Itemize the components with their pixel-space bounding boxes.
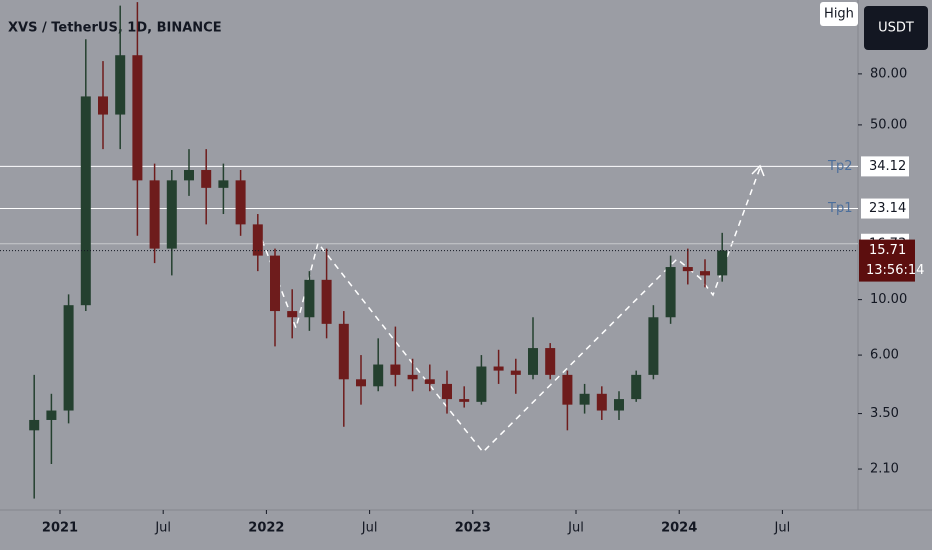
candle-body	[700, 271, 710, 276]
x-tick-label: 2022	[248, 521, 284, 536]
candle-body	[648, 317, 659, 375]
x-tick-label: Jul	[154, 521, 171, 536]
chart-title: XVS / TetherUS, 1D, BINANCE	[8, 21, 222, 36]
level-label: 23.14	[869, 201, 906, 216]
level-name: Tp2	[827, 159, 852, 174]
y-tick-label: 50.00	[870, 117, 907, 132]
x-tick-label: 2021	[42, 521, 78, 536]
candle-body	[115, 55, 126, 115]
level-name: Tp1	[827, 201, 852, 216]
y-tick-label: 80.00	[870, 66, 907, 81]
x-tick-label: Jul	[774, 521, 791, 536]
candle-body	[46, 410, 57, 420]
candle-body	[218, 180, 229, 188]
candle-body	[373, 364, 384, 387]
candle-body	[407, 374, 418, 380]
mode-button[interactable]: High	[824, 7, 854, 22]
candle-body	[596, 393, 607, 411]
candle-body	[287, 311, 298, 318]
candle-body	[493, 366, 504, 371]
x-tick-label: Jul	[567, 521, 584, 536]
candle-body	[665, 267, 676, 318]
x-tick-label: Jul	[361, 521, 378, 536]
last-price-bg	[859, 239, 915, 282]
candle-body	[717, 250, 728, 276]
candle-body	[321, 279, 332, 324]
candle-body	[184, 170, 194, 181]
candle-body	[252, 224, 263, 256]
candle-body	[201, 170, 212, 188]
x-tick-label: 2023	[455, 521, 491, 536]
candle-body	[356, 379, 366, 387]
candle-body	[528, 348, 538, 375]
candle-body	[304, 279, 315, 318]
candle-body	[562, 374, 573, 405]
y-tick-label: 6.00	[870, 348, 899, 363]
currency-button[interactable]: USDT	[878, 21, 914, 36]
candle-body	[338, 323, 349, 380]
countdown: 13:56:14	[866, 263, 924, 278]
candle-body	[29, 419, 40, 431]
candle-body	[631, 374, 642, 400]
candle-body	[476, 366, 487, 402]
candle-body	[682, 267, 693, 272]
candle-body	[510, 370, 521, 375]
candle-body	[149, 180, 160, 249]
candle-body	[390, 364, 401, 375]
y-tick-label: 3.50	[870, 406, 899, 421]
candle-body	[614, 399, 624, 411]
mode-button-bg[interactable]	[820, 2, 858, 26]
y-tick-label: 2.10	[870, 462, 899, 477]
candle-body	[545, 348, 556, 375]
level-label-bg	[861, 198, 909, 219]
candle-body	[166, 180, 177, 249]
candle-body	[424, 379, 435, 384]
candle-body	[63, 305, 74, 411]
level-label: 34.12	[869, 159, 906, 174]
candle-body	[442, 383, 452, 400]
candle-body	[98, 96, 108, 115]
candle-body	[132, 55, 143, 181]
candle-body	[235, 180, 246, 225]
y-tick-label: 10.00	[870, 292, 907, 307]
currency-button-bg[interactable]	[864, 6, 928, 50]
projection-path	[261, 167, 761, 454]
candle-body	[459, 399, 470, 402]
level-label-bg	[861, 156, 909, 177]
candle-body	[80, 96, 91, 306]
candle-body	[579, 393, 590, 405]
candle-body	[270, 255, 280, 312]
last-price-label: 15.71	[869, 243, 906, 258]
x-tick-label: 2024	[661, 521, 697, 536]
